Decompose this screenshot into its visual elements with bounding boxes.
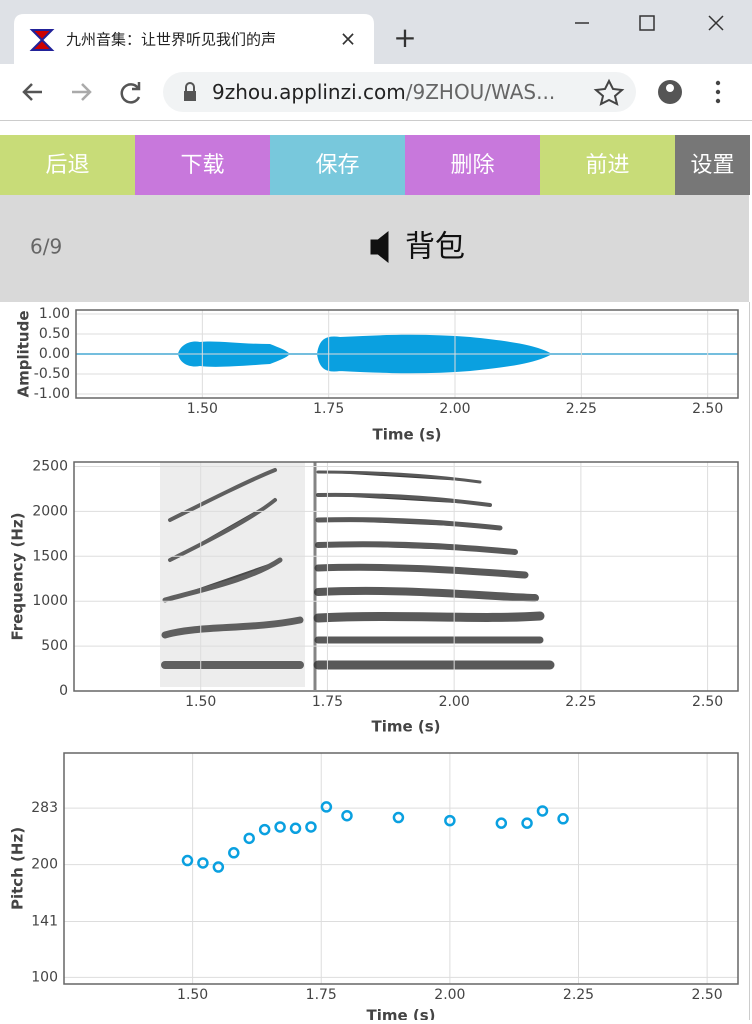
y-tick-label: 141 [31,913,58,929]
toolbar-button[interactable] [0,135,135,195]
pitch-point [536,805,549,817]
toolbar-button-label: 设置 [690,153,734,178]
decoration [76,334,738,690]
y-tick-label: 100 [31,969,58,985]
pitch-point [341,809,353,822]
x-axis-label: Time (s) [366,1007,435,1021]
toolbar: 后退 下载 保存 删除 前进 设置 [0,135,750,195]
y-tick-label: 2000 [32,503,68,519]
x-tick-label: 2.50 [692,401,723,417]
lock-icon [184,91,196,101]
profile-head [666,84,674,92]
pitch-point [289,822,302,835]
close-window[interactable] [708,15,724,31]
pitch-point [228,847,240,859]
y-tick-label: 200 [31,857,58,873]
x-tick-label: 1.75 [312,694,343,710]
favicon [29,29,55,51]
y-axis-label: Frequency (Hz) [9,512,27,640]
plot-frame [63,752,739,985]
x-tick-label: 1.50 [185,694,216,710]
x-tick-label: 2.50 [692,987,723,1003]
x-tick-label: 1.50 [187,401,218,417]
progress: 6/9 [30,235,62,259]
maximize[interactable] [639,15,655,31]
toolbar-button[interactable] [135,135,270,195]
x-tick-label: 1.50 [177,987,208,1003]
toolbar-button-label: 后退 [45,153,89,178]
y-tick-label: 283 [31,800,58,816]
reload-button[interactable] [120,82,141,104]
charts: 1.50 1.75 2.00 2.25 2.50 1.00 0.50 0.00 -0.50 -1.… [9,306,739,1024]
toolbar-button-label: 保存 [315,153,359,178]
pitch-point [495,817,508,829]
x-tick-label: 2.25 [566,401,597,417]
pitch-point [305,821,317,833]
toolbar-button-label: 前进 [585,153,629,178]
pitch-point [212,861,225,873]
lock-shackle [185,82,195,91]
pitch-point [392,811,405,824]
plot-frame [73,461,739,692]
url: 9zhou.applinzi.com/9ZHOU/WAS... [212,80,555,104]
speaker-icon[interactable] [370,230,389,264]
spectrogram-bands [161,468,555,670]
new-tab[interactable]: + [393,21,416,54]
menu-icon[interactable] [715,80,721,104]
y-tick-label: 0 [59,683,68,699]
x-axis-label: Time (s) [371,718,440,736]
y-tick-label: 1.00 [39,306,70,322]
y-axis-label: Pitch (Hz) [9,827,27,910]
pitch-point [274,821,286,833]
x-tick-label: 2.25 [565,694,596,710]
pitch-point [320,801,333,813]
toolbar-button-label: 删除 [450,153,494,178]
y-tick-label: 0.00 [39,346,70,362]
toolbar-button[interactable] [270,135,405,195]
toolbar-button[interactable] [675,135,750,195]
y-tick-label: 1000 [32,593,68,609]
pitch-point [243,832,255,845]
x-tick-label: 2.50 [692,694,723,710]
bookmark-star[interactable] [593,78,625,106]
omnibox[interactable] [163,72,636,112]
y-tick-label: 1500 [32,548,68,564]
plot-frame [75,309,739,399]
forward-button[interactable] [72,83,92,101]
y-tick-label: 0.50 [39,326,70,342]
y-tick-label: -0.50 [34,366,70,382]
back-button[interactable] [22,83,42,101]
url-path: /9ZHOU/WAS... [406,80,555,104]
pitch-point [557,813,569,825]
x-tick-label: 2.00 [439,401,470,417]
x-tick-label: 2.00 [439,694,470,710]
tab-close[interactable]: × [340,27,357,51]
x-tick-label: 1.75 [306,987,337,1003]
y-axis-label: Amplitude [15,310,33,397]
toolbar-button-label: 下载 [180,153,224,178]
x-tick-label: 2.25 [563,987,594,1003]
pitch-point [444,814,456,827]
y-tick-label: -1.00 [34,386,70,402]
x-axis-label: Time (s) [372,426,441,444]
tab-title: 九州音集：让世界听见我们的声 [66,31,276,49]
tab[interactable] [14,14,374,64]
url-host: 9zhou.applinzi.com [212,80,406,104]
toolbar-button[interactable] [405,135,540,195]
y-tick-label: 500 [41,638,68,654]
pitch-point [258,823,271,836]
x-tick-label: 2.00 [434,987,465,1003]
spectrogram-noise [160,462,305,687]
toolbar-button[interactable] [540,135,675,195]
x-tick-label: 1.75 [313,401,344,417]
pitch-point [521,817,533,829]
word-text: 背包 [405,230,465,265]
pitch-point [181,854,194,867]
pitch-point [197,857,209,869]
y-tick-label: 2500 [32,458,68,474]
